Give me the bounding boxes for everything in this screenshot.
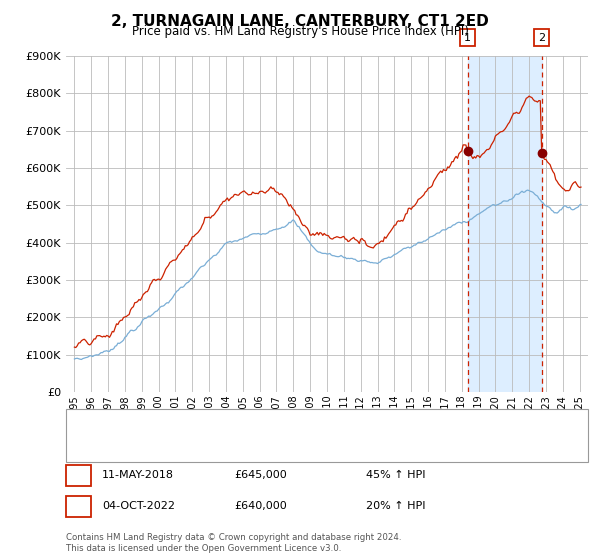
Text: 04-OCT-2022: 04-OCT-2022 bbox=[102, 501, 175, 511]
Text: 2: 2 bbox=[538, 32, 545, 43]
Text: 20% ↑ HPI: 20% ↑ HPI bbox=[366, 501, 425, 511]
Text: 2, TURNAGAIN LANE, CANTERBURY, CT1 2ED: 2, TURNAGAIN LANE, CANTERBURY, CT1 2ED bbox=[111, 14, 489, 29]
Text: Price paid vs. HM Land Registry's House Price Index (HPI): Price paid vs. HM Land Registry's House … bbox=[131, 25, 469, 38]
Text: 1: 1 bbox=[464, 32, 471, 43]
Text: 11-MAY-2018: 11-MAY-2018 bbox=[102, 470, 174, 480]
Text: HPI: Average price, detached house, Canterbury: HPI: Average price, detached house, Cant… bbox=[117, 442, 369, 452]
Text: 2, TURNAGAIN LANE, CANTERBURY, CT1 2ED (detached house): 2, TURNAGAIN LANE, CANTERBURY, CT1 2ED (… bbox=[117, 419, 445, 429]
Text: £645,000: £645,000 bbox=[234, 470, 287, 480]
Text: £640,000: £640,000 bbox=[234, 501, 287, 511]
Bar bbox=[468, 56, 542, 392]
Text: 2: 2 bbox=[75, 501, 82, 511]
Text: 1: 1 bbox=[75, 470, 82, 480]
Text: 45% ↑ HPI: 45% ↑ HPI bbox=[366, 470, 425, 480]
Text: Contains HM Land Registry data © Crown copyright and database right 2024.
This d: Contains HM Land Registry data © Crown c… bbox=[66, 533, 401, 553]
